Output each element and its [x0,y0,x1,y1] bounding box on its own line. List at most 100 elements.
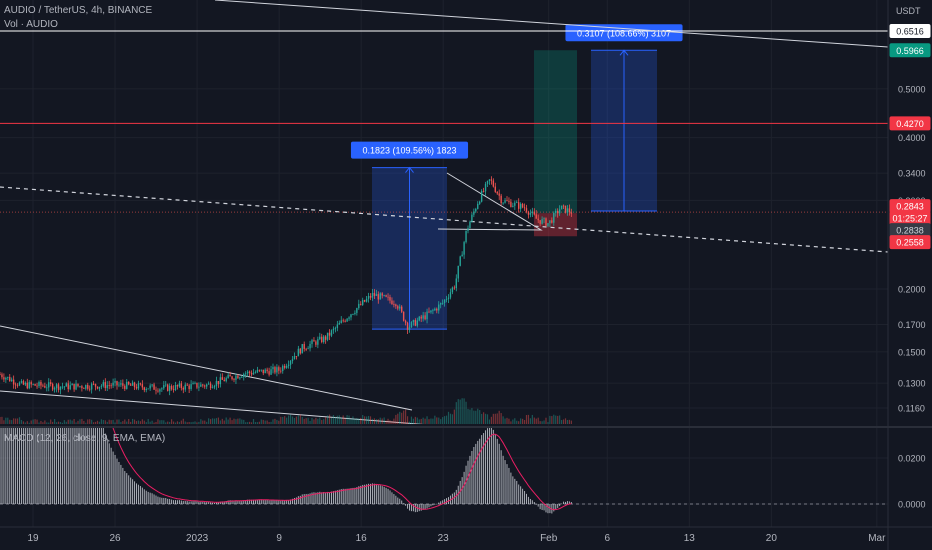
macd-histogram-bar [422,504,424,510]
volume-bar [194,421,196,424]
candle-body [280,370,282,372]
macd-histogram-bar [292,498,293,504]
macd-indicator-label[interactable]: MACD (12, 26, close, 9, EMA, EMA) [4,433,166,444]
volume-bar [317,418,319,424]
volume-bar [467,408,469,424]
macd-histogram-bar [163,497,165,504]
macd-histogram-bar [492,429,494,504]
candle-body [161,388,163,390]
candle-body [202,384,204,386]
candle-body [570,212,573,214]
volume-bar [54,419,56,424]
candle-body [237,375,239,379]
macd-histogram-bar [198,501,200,504]
candle-body [167,384,169,391]
candle-body [344,320,346,322]
candle-body [498,193,500,196]
candle-body [248,371,251,374]
pennant-triangle [437,172,543,231]
volume-bar [562,419,565,424]
candle-body [5,377,7,380]
volume-bar [20,419,23,424]
volume-bar [75,422,77,424]
candle-body [504,200,506,203]
volume-bar [358,418,360,424]
volume-bar [502,416,504,424]
macd-histogram-bar [36,427,38,504]
macd-histogram-bar [130,477,132,504]
candle-body [219,377,222,385]
candle-body [36,385,38,387]
macd-histogram-bar [401,500,403,504]
macd-histogram-bar [354,487,356,504]
candle-body [221,377,223,380]
time-tick-label: 16 [356,533,368,544]
volume-bar [254,422,257,424]
candle-body [289,360,292,365]
time-tick-label: Mar [868,533,886,544]
candle-body [323,336,325,343]
macd-histogram-bar [186,501,188,504]
volume-bar [48,422,50,424]
volume-bar [514,418,516,424]
candle-body [223,379,225,382]
volume-bar [44,420,46,424]
candle-body [469,221,471,229]
volume-bar [241,419,243,424]
volume-bar [24,422,26,424]
macd-histogram-bar [383,486,385,504]
macd-histogram-bar [11,427,13,504]
volume-bar [137,420,140,424]
candle-body [16,384,19,386]
macd-histogram-bar [463,471,465,504]
candle-body [190,384,192,389]
macd-histogram-bar [342,488,344,504]
macd-histogram-bar [512,476,514,504]
candle-body [440,303,442,305]
volume-bar [184,421,186,424]
candle-body [217,380,220,385]
volume-bar [307,417,309,424]
volume-bar [266,420,268,424]
volume-bar [559,415,561,424]
volume-bar [346,415,348,424]
macd-histogram-bar [20,427,22,504]
macd-histogram-bar [9,427,11,505]
candles [0,176,573,396]
measure-label-bg [565,24,683,42]
volume-bar [516,420,518,424]
macd-histogram-bar [229,500,231,504]
volume-bar [151,420,153,424]
volume-bar [549,415,551,424]
candle-body [334,327,337,329]
candle-body [488,179,491,182]
candle-body [188,385,190,389]
candle-body [0,374,1,376]
volume-bar [65,421,67,424]
candle-body [527,211,530,215]
volume-bar [100,419,102,424]
macd-histogram-bar [42,427,44,505]
candle-body [129,384,132,386]
macd-histogram-bar [98,427,100,504]
macd-histogram-bar [385,487,387,504]
candle-body [406,322,409,330]
candle-body [350,314,352,318]
volume-bar [385,420,387,424]
symbol-title[interactable]: AUDIO / TetherUS, 4h, BINANCE [4,5,153,16]
candle-body [184,384,186,390]
macd-histogram-bar [539,504,541,510]
candle-body [301,344,303,354]
candle-body [42,385,44,387]
macd-histogram-bar [67,427,69,504]
volume-bar [377,419,379,424]
candle-body [204,385,206,387]
volume-indicator-label[interactable]: Vol · AUDIO [4,19,58,30]
macd-histogram-bar [485,430,487,504]
volume-bar [555,415,557,424]
candle-body [381,293,383,296]
volume-bar [529,418,531,424]
macd-histogram-bar [258,499,260,504]
macd-histogram-bar [13,427,15,505]
